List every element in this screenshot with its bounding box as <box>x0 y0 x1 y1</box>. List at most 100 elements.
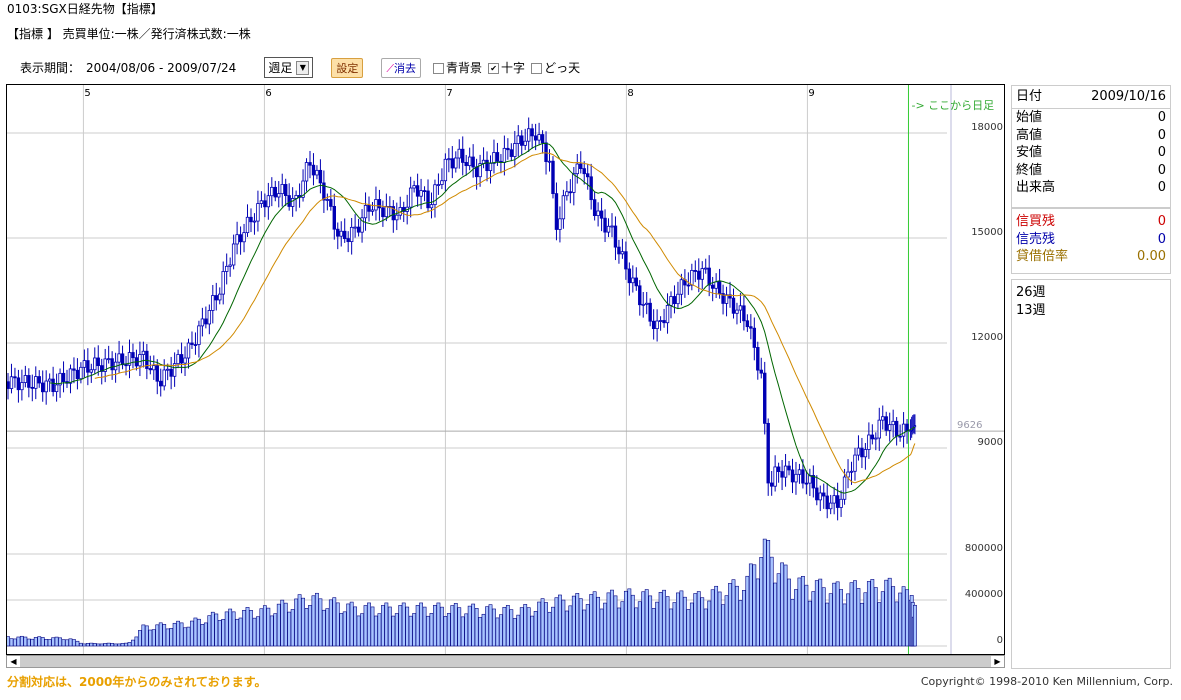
volume-bar <box>47 639 52 647</box>
volume-bar <box>505 605 510 647</box>
volume-bar <box>321 609 326 647</box>
chart-scrollbar[interactable]: ◀ ▶ <box>6 655 1005 668</box>
candle-body <box>780 471 784 478</box>
candle-body <box>110 358 114 371</box>
volume-bar <box>235 618 240 647</box>
candle-body <box>634 277 638 287</box>
candle-body <box>554 193 559 230</box>
candle-body <box>867 434 871 450</box>
volume-bar <box>23 636 28 647</box>
volume-bar <box>394 613 399 647</box>
volume-bar <box>693 593 698 647</box>
volume-bar <box>797 577 802 647</box>
candle-body <box>617 246 621 255</box>
candle-body <box>103 358 107 372</box>
candle-body <box>603 217 607 233</box>
chart-canvas[interactable]: 9000 12000 15000 18000 0 400000 800000 5 6 7 8 9 962… <box>6 85 1004 654</box>
volume-bar <box>342 611 347 647</box>
period-label: 表示期間： <box>20 61 81 75</box>
candle-body <box>252 220 257 223</box>
candle-body <box>61 372 66 382</box>
candle-body <box>776 466 781 473</box>
volume-bar <box>807 600 812 647</box>
volume-bar <box>738 600 743 647</box>
candle-body <box>731 297 736 314</box>
volume-bar <box>176 620 180 647</box>
candle-body <box>506 147 510 151</box>
scroll-right-arrow-icon[interactable]: ▶ <box>991 656 1004 667</box>
volume-bar <box>162 624 167 647</box>
candle-body <box>474 166 479 178</box>
candle-body <box>669 296 673 306</box>
volume-bar <box>269 615 274 647</box>
candle-body <box>641 303 645 306</box>
x-tick-label: 8 <box>627 88 633 99</box>
volume-bar <box>51 637 56 647</box>
volume-bar <box>92 643 97 647</box>
volume-bar <box>318 598 323 647</box>
margin-row: 信買残 0 <box>1012 213 1170 231</box>
scroll-left-arrow-icon[interactable]: ◀ <box>7 656 20 667</box>
ohlc-panel: 日付 2009/10/16 始値 0 高値 0 安値 0 終値 0 出来高 0 <box>1011 85 1171 208</box>
candle-body <box>495 152 500 162</box>
volume-bar <box>703 608 708 647</box>
volume-bar <box>405 606 410 647</box>
candle-body <box>224 265 229 272</box>
candle-body <box>318 169 323 184</box>
candle-body <box>68 368 73 384</box>
price-chart[interactable]: 9000 12000 15000 18000 0 400000 800000 5 6 7 8 9 962… <box>6 84 1005 655</box>
y-tick-label: 15000 <box>971 227 1003 238</box>
volume-bar <box>589 594 594 647</box>
blue-bg-checkbox[interactable]: 青背景 <box>433 59 482 76</box>
candle-body <box>592 199 597 217</box>
volume-bar <box>523 604 528 647</box>
margin-label: 信売残 <box>1016 231 1056 247</box>
crosshair-checkbox[interactable]: ✔ 十字 <box>488 59 525 76</box>
volume-bar <box>731 579 736 647</box>
candle-body <box>343 230 347 240</box>
volume-bar <box>571 595 576 647</box>
interval-select[interactable]: 週足 ▼ <box>264 57 314 78</box>
candle-body <box>596 210 600 217</box>
volume-bar <box>471 603 476 647</box>
candle-body <box>290 198 295 207</box>
candle-body <box>100 365 104 372</box>
candle-body <box>884 416 888 431</box>
volume-bar <box>679 590 684 647</box>
volume-bar <box>745 575 750 647</box>
candle-body <box>745 320 750 328</box>
volume-bar <box>457 607 462 647</box>
volume-bar <box>304 608 309 647</box>
erase-label: 消去 <box>394 61 417 75</box>
candle-body <box>610 225 614 228</box>
volume-bar <box>870 579 875 647</box>
candle-body <box>266 195 271 208</box>
candle-body <box>311 164 316 176</box>
volume-bar <box>37 636 42 647</box>
candle-body <box>783 465 788 478</box>
volume-bar <box>637 601 642 647</box>
page-title: 0103:SGX日経先物【指標】 <box>7 2 163 16</box>
volume-bar <box>762 538 767 647</box>
candle-body <box>658 320 663 322</box>
volume-bar <box>412 613 417 647</box>
volume-bar <box>891 586 896 647</box>
volume-bar <box>144 625 149 647</box>
doten-checkbox[interactable]: どっ天 <box>531 59 580 76</box>
volume-bar <box>863 592 868 647</box>
volume-bar <box>585 604 590 647</box>
daily-marker-label: -> ここから日足 <box>911 99 994 112</box>
volume-bar <box>856 588 861 647</box>
candle-body <box>287 195 291 207</box>
candle-body <box>106 358 111 361</box>
candle-body <box>270 186 274 197</box>
volume-bar <box>780 562 784 647</box>
settings-button[interactable]: 設定 <box>331 57 364 78</box>
candle-body <box>138 354 142 367</box>
volume-bar <box>106 642 111 647</box>
candle-body <box>537 134 541 141</box>
candle-body <box>818 492 822 501</box>
volume-bar <box>606 592 611 647</box>
erase-button[interactable]: ⟋消去 <box>381 57 422 78</box>
volume-bar <box>339 613 344 647</box>
